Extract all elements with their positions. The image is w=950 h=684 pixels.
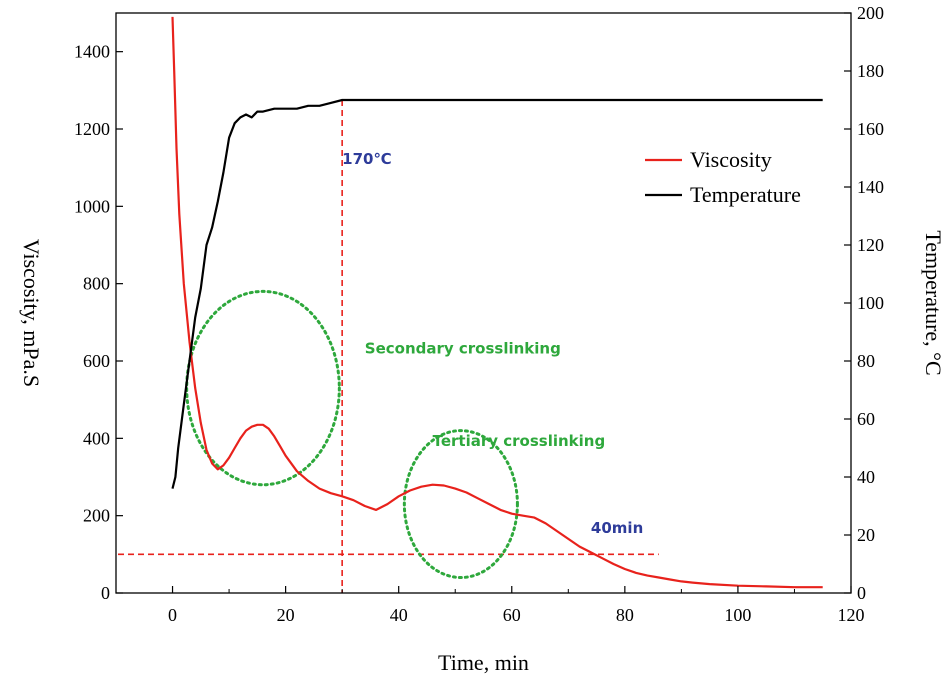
y-left-tick-label: 0: [101, 583, 110, 603]
axes-layer: 0 20 40 60 80 100 1200200400600800100012001400…: [74, 3, 884, 625]
x-tick-label: 60: [503, 605, 521, 625]
y-left-tick-label: 1400: [74, 42, 110, 62]
y-right-tick-label: 180: [857, 61, 884, 81]
x-tick-label: 80: [616, 605, 634, 625]
x-tick-label: 20: [277, 605, 295, 625]
annotation-3: 40min: [591, 519, 643, 537]
highlight-ellipse-tertiary: [402, 429, 519, 580]
y-left-tick-label: 1000: [74, 196, 110, 216]
y-right-tick-label: 160: [857, 119, 884, 139]
annotation-2: Tertiary crosslinking: [433, 432, 606, 450]
x-axis-title: Time, min: [438, 650, 529, 675]
y-left-tick-label: 1200: [74, 119, 110, 139]
x-tick-label: 120: [838, 605, 865, 625]
y-left-tick-label: 800: [83, 274, 110, 294]
legend: Viscosity Temperature: [645, 147, 801, 207]
annotation-1: Secondary crosslinking: [365, 339, 561, 357]
y-left-tick-label: 400: [83, 428, 110, 448]
y-right-tick-label: 100: [857, 293, 884, 313]
y-axis-left-title: Viscosity, mPa.S: [19, 239, 44, 387]
y-right-tick-label: 20: [857, 525, 875, 545]
annotations: 170℃ Secondary crosslinking Tertiary cross…: [342, 150, 643, 537]
series-line-temperature: [171, 98, 823, 489]
annotation-0: 170℃: [342, 150, 391, 168]
x-tick-label: 0: [168, 605, 177, 625]
y-right-tick-label: 120: [857, 235, 884, 255]
y-left-tick-label: 600: [83, 351, 110, 371]
y-right-tick-label: 60: [857, 409, 875, 429]
y-right-tick-label: 80: [857, 351, 875, 371]
y-right-tick-label: 40: [857, 467, 875, 487]
series-line-viscosity: [171, 16, 823, 589]
legend-label-temperature: Temperature: [690, 182, 801, 207]
y-right-tick-label: 200: [857, 3, 884, 23]
legend-label-viscosity: Viscosity: [690, 147, 772, 172]
y-right-tick-label: 140: [857, 177, 884, 197]
x-tick-label: 100: [724, 605, 751, 625]
y-right-tick-label: 0: [857, 583, 866, 603]
y-left-tick-label: 200: [83, 506, 110, 526]
y-axis-right-title: Temperature, °C: [921, 230, 946, 375]
x-tick-label: 40: [390, 605, 408, 625]
plot-area: [118, 16, 823, 593]
